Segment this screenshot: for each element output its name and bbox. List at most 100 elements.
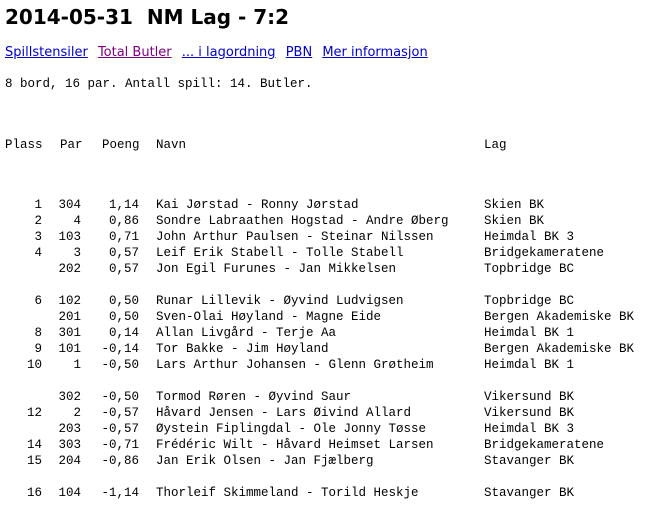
table-row: 14 303 -0,71 Frédéric Wilt - Håvard Heimset… [0,437,664,453]
cell-poeng: -0,57 [101,406,139,420]
event-info: 8 bord, 16 par. Antall spill: 14. Butler… [5,77,313,91]
cell-navn: Runar Lillevik - Øyvind Ludvigsen [156,294,404,308]
table-row: 2 4 0,86 Sondre Labraathen Hogstad - Andre … [0,213,664,229]
cell-lag: Stavanger BK [484,486,575,500]
cell-plass: 4 [34,246,42,260]
cell-navn: Lars Arthur Johansen - Glenn Grøtheim [156,358,434,372]
cell-par: 302 [58,390,81,404]
cell-lag: Bridgekameratene [484,438,605,452]
cell-lag: Bridgekameratene [484,246,605,260]
cell-par: 203 [58,422,81,436]
header-lag: Lag [484,138,507,152]
cell-par: 103 [58,230,81,244]
cell-plass: 1 [34,198,42,212]
cell-par: 102 [58,294,81,308]
table-row: 4 3 0,57 Leif Erik Stabell - Tolle Stabell B… [0,245,664,261]
cell-par: 201 [58,310,81,324]
cell-navn: Tormod Røren - Øyvind Saur [156,390,352,404]
cell-poeng: 0,57 [108,262,139,276]
cell-navn: Kai Jørstad - Ronny Jørstad [156,198,359,212]
cell-plass: 14 [26,438,42,452]
cell-poeng: -0,86 [101,454,139,468]
cell-navn: Leif Erik Stabell - Tolle Stabell [156,246,404,260]
cell-navn: Thorleif Skimmeland - Torild Heskje [156,486,419,500]
cell-plass: 15 [26,454,42,468]
cell-navn: Sven-Olai Høyland - Magne Eide [156,310,382,324]
table-row: 9 101 -0,14 Tor Bakke - Jim Høyland Bergen A… [0,341,664,357]
page-title: 2014-05-31 NM Lag - 7:2 [5,5,290,29]
cell-navn: Håvard Jensen - Lars Øivind Allard [156,406,412,420]
cell-par: 2 [73,406,81,420]
link-pbn[interactable]: PBN [285,45,313,60]
header-par: Par [60,138,83,152]
cell-poeng: -0,50 [101,358,139,372]
table-row: 15 204 -0,86 Jan Erik Olsen - Jan Fjælberg S… [0,453,664,469]
cell-navn: Jan Erik Olsen - Jan Fjælberg [156,454,374,468]
cell-lag: Stavanger BK [484,454,575,468]
link-mer-informasjon[interactable]: Mer informasjon [322,45,428,60]
cell-poeng: 0,50 [108,294,139,308]
cell-par: 104 [58,486,81,500]
cell-par: 3 [73,246,81,260]
table-row: 6 102 0,50 Runar Lillevik - Øyvind Ludvigse… [0,293,664,309]
cell-par: 4 [73,214,81,228]
table-row: 202 0,57 Jon Egil Furunes - Jan Mikkelsen T… [0,261,664,277]
cell-poeng: -0,14 [101,342,139,356]
cell-poeng: 0,71 [108,230,139,244]
table-row: 201 0,50 Sven-Olai Høyland - Magne Eide Ber… [0,309,664,325]
cell-lag: Skien BK [484,214,545,228]
cell-plass: 12 [26,406,42,420]
link-i-lagordning[interactable]: ... i lagordning [181,45,276,60]
cell-poeng: 0,57 [108,246,139,260]
cell-plass: 10 [26,358,42,372]
cell-poeng: -0,50 [101,390,139,404]
cell-poeng: -0,57 [101,422,139,436]
link-spillstensiler[interactable]: Spillstensiler [5,45,88,60]
cell-par: 101 [58,342,81,356]
cell-par: 301 [58,326,81,340]
results-table: Plass Par Poeng Navn Lag 1 304 1,14 Kai Jør… [0,109,664,515]
cell-plass: 16 [26,486,42,500]
table-row: 10 1 -0,50 Lars Arthur Johansen - Glenn Grø… [0,357,664,373]
table-row: 12 2 -0,57 Håvard Jensen - Lars Øivind Alla… [0,405,664,421]
cell-navn: John Arthur Paulsen - Steinar Nilssen [156,230,434,244]
cell-lag: Bergen Akademiske BK [484,342,635,356]
table-row: 8 301 0,14 Allan Livgård - Terje Aa Heimdal … [0,325,664,341]
cell-lag: Heimdal BK 3 [484,230,575,244]
link-total-butler[interactable]: Total Butler [97,45,172,60]
cell-lag: Heimdal BK 1 [484,358,575,372]
cell-poeng: -1,14 [101,486,139,500]
cell-poeng: 0,14 [108,326,139,340]
cell-poeng: 0,86 [108,214,139,228]
table-row: 203 -0,57 Øystein Fiplingdal - Ole Jonny T… [0,421,664,437]
nav-links: Spillstensiler Total Butler ... i lagord… [5,45,434,60]
cell-lag: Heimdal BK 3 [484,422,575,436]
cell-plass: 2 [34,214,42,228]
cell-plass: 8 [34,326,42,340]
table-row: 302 -0,50 Tormod Røren - Øyvind Saur Vikers… [0,389,664,405]
cell-lag: Vikersund BK [484,406,575,420]
cell-par: 304 [58,198,81,212]
cell-lag: Topbridge BC [484,294,575,308]
cell-poeng: 1,14 [108,198,139,212]
cell-lag: Skien BK [484,198,545,212]
cell-plass: 6 [34,294,42,308]
cell-poeng: 0,50 [108,310,139,324]
cell-lag: Topbridge BC [484,262,575,276]
table-header: Plass Par Poeng Navn Lag [0,137,664,153]
cell-navn: Sondre Labraathen Hogstad - Andre Øberg [156,214,449,228]
cell-lag: Vikersund BK [484,390,575,404]
cell-par: 303 [58,438,81,452]
cell-par: 202 [58,262,81,276]
cell-navn: Jon Egil Furunes - Jan Mikkelsen [156,262,397,276]
table-row: 3 103 0,71 John Arthur Paulsen - Steinar Ni… [0,229,664,245]
cell-plass: 3 [34,230,42,244]
cell-lag: Heimdal BK 1 [484,326,575,340]
table-row: 16 104 -1,14 Thorleif Skimmeland - Torild H… [0,485,664,501]
header-poeng: Poeng [102,138,140,152]
cell-plass: 9 [34,342,42,356]
table-row: 1 304 1,14 Kai Jørstad - Ronny Jørstad Skien… [0,197,664,213]
header-plass: Plass [5,138,43,152]
cell-lag: Bergen Akademiske BK [484,310,635,324]
cell-navn: Øystein Fiplingdal - Ole Jonny Tøsse [156,422,427,436]
